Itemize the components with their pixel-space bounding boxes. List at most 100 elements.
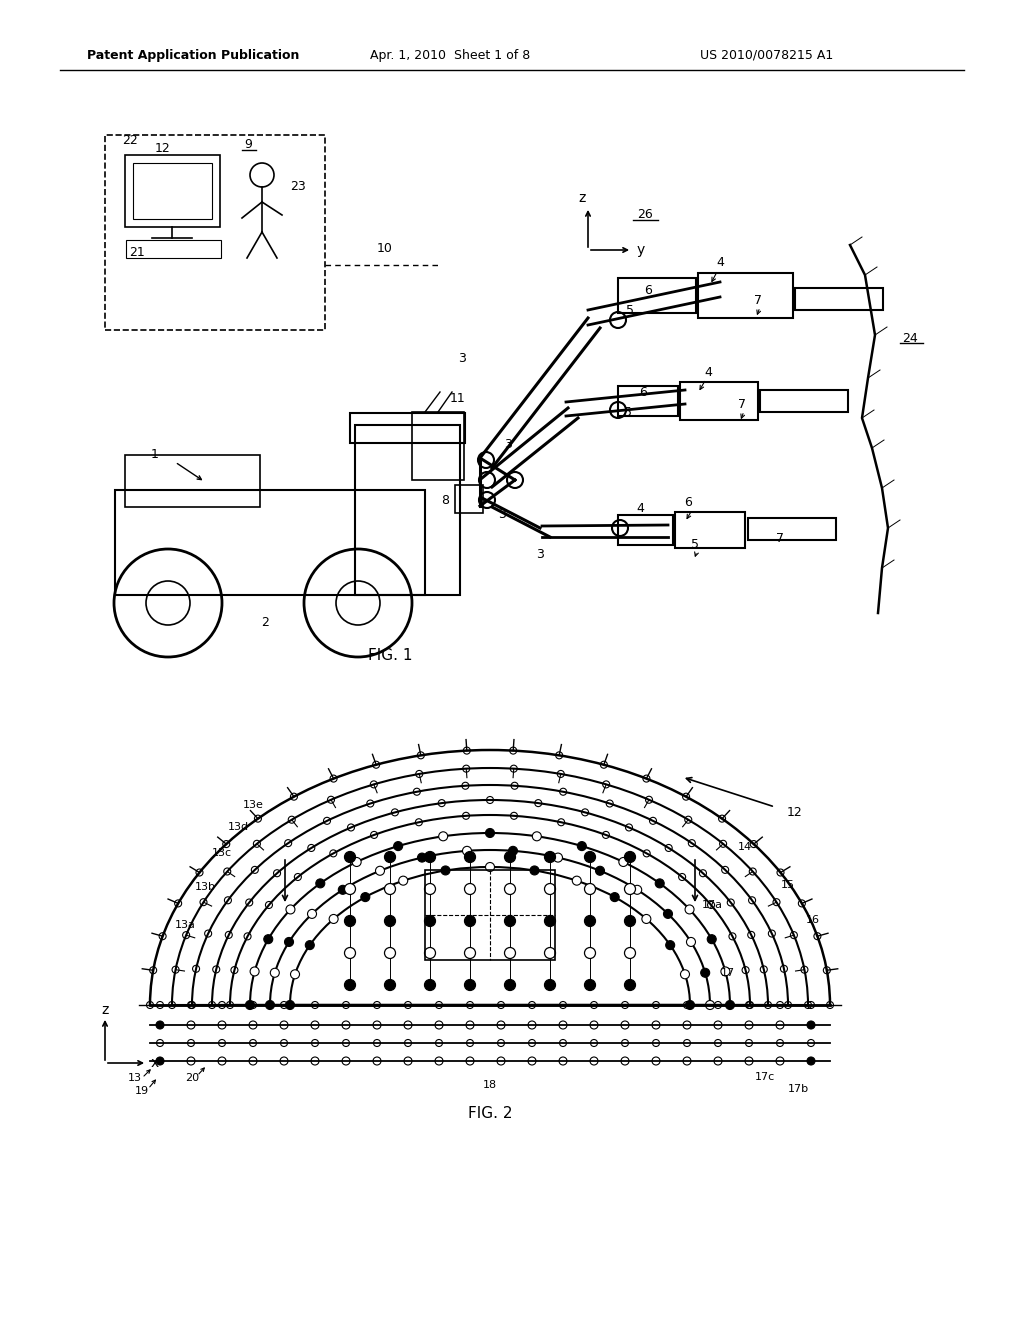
Circle shape <box>625 883 636 895</box>
Text: FIG. 2: FIG. 2 <box>468 1106 512 1121</box>
Circle shape <box>425 979 435 990</box>
Circle shape <box>465 948 475 958</box>
Text: 15: 15 <box>781 880 795 890</box>
Text: 6: 6 <box>684 496 692 510</box>
Bar <box>126 240 221 257</box>
Text: 23: 23 <box>290 181 306 194</box>
Circle shape <box>463 846 471 855</box>
Circle shape <box>305 941 314 949</box>
Circle shape <box>807 1057 815 1065</box>
Bar <box>698 273 793 318</box>
Circle shape <box>625 948 636 958</box>
Text: 4: 4 <box>716 256 724 268</box>
Circle shape <box>485 829 495 837</box>
Circle shape <box>344 916 355 927</box>
Circle shape <box>666 941 675 949</box>
Circle shape <box>285 937 294 946</box>
Circle shape <box>664 909 673 919</box>
Circle shape <box>572 876 582 886</box>
Circle shape <box>532 832 542 841</box>
Circle shape <box>250 968 259 975</box>
Bar <box>748 517 836 540</box>
Text: y: y <box>637 243 645 257</box>
Circle shape <box>344 851 355 862</box>
Bar <box>350 413 465 444</box>
Text: 10: 10 <box>377 242 393 255</box>
Circle shape <box>706 1001 715 1010</box>
Circle shape <box>509 846 517 855</box>
Circle shape <box>425 851 435 862</box>
Text: 1: 1 <box>152 449 159 462</box>
Circle shape <box>352 858 361 866</box>
Circle shape <box>307 909 316 919</box>
Bar <box>455 484 483 513</box>
Circle shape <box>425 948 435 958</box>
Circle shape <box>545 851 555 862</box>
Circle shape <box>585 851 596 862</box>
Text: 20: 20 <box>185 1073 199 1082</box>
Text: 18: 18 <box>483 1080 497 1090</box>
Circle shape <box>642 915 651 924</box>
Bar <box>795 288 883 310</box>
Circle shape <box>530 866 539 875</box>
Text: FIG. 1: FIG. 1 <box>368 648 413 663</box>
Circle shape <box>265 1001 274 1010</box>
Circle shape <box>681 970 689 979</box>
Circle shape <box>545 979 555 990</box>
Bar <box>680 381 758 420</box>
Text: 4: 4 <box>636 502 644 515</box>
Text: 6: 6 <box>644 284 652 297</box>
Circle shape <box>685 906 694 913</box>
Circle shape <box>807 1020 815 1030</box>
Text: 7: 7 <box>776 532 784 544</box>
Text: 5: 5 <box>691 539 699 552</box>
Circle shape <box>505 883 515 895</box>
Text: 6: 6 <box>639 387 647 400</box>
Circle shape <box>725 1001 734 1010</box>
Text: 13: 13 <box>128 1073 142 1082</box>
Circle shape <box>270 969 280 977</box>
Circle shape <box>398 876 408 886</box>
Text: 7: 7 <box>738 399 746 412</box>
Text: 24: 24 <box>902 331 918 345</box>
Circle shape <box>655 879 665 888</box>
Circle shape <box>625 979 636 990</box>
Text: 17: 17 <box>721 968 735 978</box>
Circle shape <box>505 979 515 990</box>
Circle shape <box>264 935 272 944</box>
Text: 3: 3 <box>504 438 512 451</box>
Text: z: z <box>101 1003 109 1016</box>
Bar <box>425 870 555 960</box>
Circle shape <box>685 1001 694 1010</box>
Circle shape <box>708 935 716 944</box>
Text: 17c: 17c <box>755 1072 775 1082</box>
Circle shape <box>633 886 642 895</box>
Circle shape <box>545 883 555 895</box>
Text: 26: 26 <box>637 209 653 222</box>
Circle shape <box>585 883 596 895</box>
Text: 5: 5 <box>626 304 634 317</box>
Text: z: z <box>579 191 586 205</box>
Circle shape <box>505 948 515 958</box>
Circle shape <box>425 916 435 927</box>
Circle shape <box>376 866 384 875</box>
Circle shape <box>246 1001 255 1010</box>
Bar <box>675 512 745 548</box>
Bar <box>115 490 425 595</box>
Text: 13d: 13d <box>227 822 249 832</box>
Bar <box>355 425 460 595</box>
Bar <box>760 389 848 412</box>
Circle shape <box>384 916 395 927</box>
Text: 22: 22 <box>122 133 138 147</box>
Circle shape <box>393 842 402 850</box>
Text: 2: 2 <box>261 615 269 628</box>
Circle shape <box>291 970 299 979</box>
Circle shape <box>441 866 450 875</box>
Bar <box>133 162 212 219</box>
Text: 5: 5 <box>624 405 632 418</box>
Text: 19: 19 <box>135 1086 150 1096</box>
Text: x: x <box>151 1056 159 1071</box>
Text: 17b: 17b <box>787 1084 809 1094</box>
Text: 13c: 13c <box>212 847 232 858</box>
Circle shape <box>485 862 495 871</box>
